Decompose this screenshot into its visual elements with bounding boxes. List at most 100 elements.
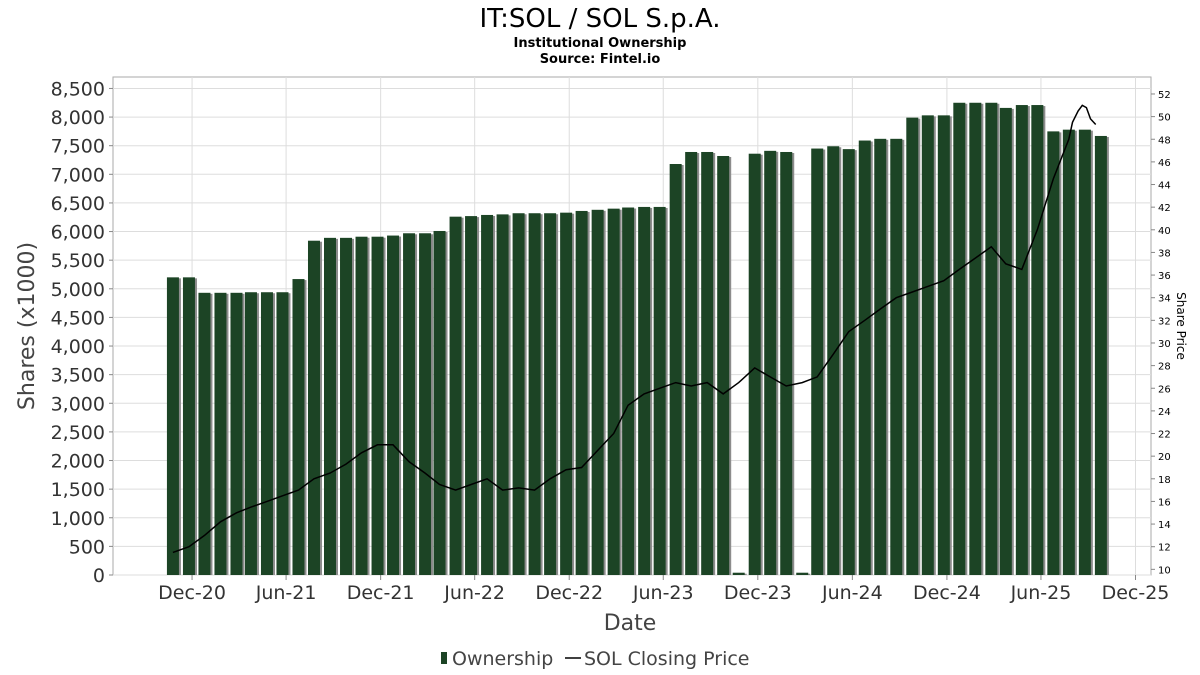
y-tick-right-label: 22 bbox=[1158, 430, 1171, 441]
ownership-bar bbox=[371, 236, 384, 576]
y-tick-left-label: 8,500 bbox=[51, 78, 105, 100]
y-tick-right-label: 10 bbox=[1158, 565, 1171, 576]
y-tick-left-label: 1,000 bbox=[51, 508, 105, 530]
ownership-bar bbox=[496, 214, 509, 575]
ownership-bar bbox=[544, 213, 557, 575]
y-tick-left-label: 2,500 bbox=[51, 422, 105, 444]
y-tick-left-label: 5,500 bbox=[51, 250, 105, 272]
y-tick-left-label: 500 bbox=[69, 536, 105, 558]
ownership-bar bbox=[985, 102, 998, 576]
ownership-bar bbox=[1047, 131, 1060, 575]
ownership-bar bbox=[1078, 129, 1091, 576]
x-axis-label: Date bbox=[604, 611, 657, 636]
ownership-bar bbox=[953, 102, 966, 576]
y-tick-left-label: 5,000 bbox=[51, 279, 105, 301]
ownership-bar bbox=[842, 149, 855, 575]
y-tick-right-label: 24 bbox=[1158, 407, 1171, 418]
y-tick-left-label: 0 bbox=[93, 565, 105, 587]
ownership-bar bbox=[890, 138, 903, 576]
x-tick-label: Dec-25 bbox=[1102, 582, 1170, 604]
chart-source: Source: Fintel.io bbox=[540, 52, 661, 67]
y-tick-right-label: 46 bbox=[1158, 158, 1171, 169]
ownership-bar bbox=[701, 151, 714, 575]
ownership-bar bbox=[811, 148, 824, 575]
ownership-bar bbox=[669, 164, 682, 575]
ownership-bar bbox=[419, 233, 432, 575]
y-axis-label: Shares (x1000) bbox=[15, 242, 40, 410]
chart-title: IT:SOL / SOL S.p.A. bbox=[479, 4, 720, 34]
ownership-bar bbox=[560, 212, 573, 576]
ownership-bar bbox=[1094, 135, 1107, 575]
ownership-bar bbox=[827, 146, 840, 575]
y-tick-right-label: 36 bbox=[1158, 271, 1171, 282]
ownership-bar bbox=[999, 107, 1012, 576]
chart-subtitle: Institutional Ownership bbox=[514, 36, 687, 51]
ownership-bar bbox=[260, 292, 273, 575]
ownership-bar bbox=[622, 207, 635, 575]
price-line bbox=[172, 104, 1097, 554]
y-tick-right-label: 18 bbox=[1158, 475, 1171, 486]
y-tick-right-label: 38 bbox=[1158, 248, 1171, 259]
ownership-bar bbox=[874, 138, 887, 576]
ownership-bar bbox=[512, 213, 525, 575]
legend-ownership-swatch bbox=[441, 652, 447, 664]
ownership-bar bbox=[276, 292, 289, 575]
ownership-bar bbox=[1062, 129, 1075, 576]
y-tick-right-label: 28 bbox=[1158, 362, 1171, 373]
y-tick-left-label: 4,000 bbox=[51, 336, 105, 358]
y-tick-left-label: 4,500 bbox=[51, 307, 105, 329]
ownership-bar bbox=[214, 292, 227, 575]
y-tick-left-label: 6,000 bbox=[51, 222, 105, 244]
y-axis-right-ticks: 10 12 14 16 18 20 22 24 26 28 30 32 34 36 38 40 42 44 46 48… bbox=[1151, 90, 1171, 576]
x-tick-label: Dec-24 bbox=[913, 582, 981, 604]
ownership-bar bbox=[685, 151, 698, 575]
y-tick-right-label: 32 bbox=[1158, 316, 1171, 327]
x-tick-label: Dec-22 bbox=[535, 582, 603, 604]
legend-ownership-label: Ownership bbox=[452, 648, 553, 670]
y-tick-right-label: 26 bbox=[1158, 384, 1171, 395]
ownership-bar bbox=[764, 150, 777, 576]
ownership-bar bbox=[717, 155, 730, 575]
y-axis-left-ticks: 0 500 1,000 1,500 2,000 2,500 3,000 3,500 4,000 4… bbox=[51, 78, 113, 587]
ownership-bar bbox=[387, 235, 400, 575]
x-tick-label: Jun-22 bbox=[443, 582, 505, 604]
price-line-group bbox=[172, 104, 1097, 554]
ownership-bar bbox=[748, 153, 761, 576]
ownership-bar bbox=[732, 572, 745, 575]
ownership-bar bbox=[591, 209, 604, 576]
y-tick-right-label: 52 bbox=[1158, 90, 1171, 101]
y-axis-right-label: Share Price bbox=[1174, 292, 1188, 360]
ownership-bar bbox=[780, 151, 793, 575]
ownership-bar bbox=[937, 115, 950, 576]
y-tick-left-label: 3,500 bbox=[51, 365, 105, 387]
ownership-bar bbox=[796, 572, 809, 575]
ownership-bar bbox=[340, 237, 353, 576]
y-tick-right-label: 40 bbox=[1158, 226, 1171, 237]
ownership-bar bbox=[465, 216, 478, 575]
ownership-bar bbox=[969, 102, 982, 576]
ownership-bar bbox=[906, 117, 919, 575]
ownership-bar bbox=[1015, 105, 1028, 575]
ownership-bar bbox=[433, 230, 446, 575]
ownership-bar bbox=[638, 206, 651, 575]
y-tick-right-label: 30 bbox=[1158, 339, 1171, 350]
legend-price-label: SOL Closing Price bbox=[584, 648, 749, 670]
y-tick-right-label: 34 bbox=[1158, 294, 1171, 305]
ownership-bar bbox=[921, 115, 934, 576]
y-tick-right-label: 48 bbox=[1158, 135, 1171, 146]
y-tick-right-label: 44 bbox=[1158, 181, 1171, 192]
ownership-bar bbox=[528, 213, 541, 575]
y-tick-right-label: 50 bbox=[1158, 113, 1171, 124]
ownership-bar bbox=[481, 214, 494, 575]
y-tick-left-label: 8,000 bbox=[51, 107, 105, 129]
y-tick-right-label: 16 bbox=[1158, 497, 1171, 508]
ownership-bar bbox=[1031, 105, 1044, 575]
y-tick-left-label: 7,000 bbox=[51, 164, 105, 186]
ownership-bar bbox=[607, 208, 620, 576]
y-tick-left-label: 3,000 bbox=[51, 393, 105, 415]
ownership-bar bbox=[449, 216, 462, 576]
ownership-bars bbox=[166, 102, 1109, 576]
ownership-bar bbox=[307, 240, 320, 576]
ownership-bar bbox=[244, 292, 257, 575]
